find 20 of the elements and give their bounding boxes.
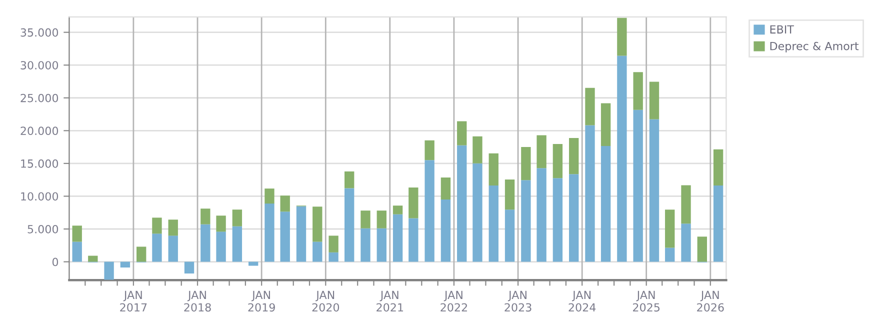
- x-tick-label: JAN 2018: [184, 290, 211, 312]
- y-tick-label: 0: [52, 258, 58, 266]
- x-tick-label: JAN 2023: [504, 290, 532, 312]
- y-tick-label: 15.000: [21, 159, 58, 168]
- legend-label: EBIT: [770, 25, 794, 34]
- y-tick-label: 20.000: [20, 126, 58, 136]
- y-tick-label: 35.000: [20, 28, 58, 37]
- y-tick-label: 30.000: [20, 61, 58, 70]
- y-tick-label: 10.000: [21, 192, 58, 201]
- y-tick-label: 25.000: [20, 94, 58, 102]
- x-tick-label: JAN 2017: [120, 290, 147, 312]
- x-tick-label: JAN 2024: [568, 290, 596, 312]
- legend-label: Deprec & Amort: [770, 42, 859, 52]
- x-tick-label: JAN 2021: [376, 290, 404, 312]
- x-tick-label: JAN 2025: [633, 290, 660, 312]
- y-tick-label: 5.000: [28, 224, 58, 234]
- x-tick-label: JAN 2019: [248, 290, 275, 312]
- x-tick-label: JAN 2026: [697, 290, 724, 312]
- x-tick-label: JAN 2022: [440, 290, 467, 312]
- x-tick-label: JAN 2020: [312, 290, 340, 312]
